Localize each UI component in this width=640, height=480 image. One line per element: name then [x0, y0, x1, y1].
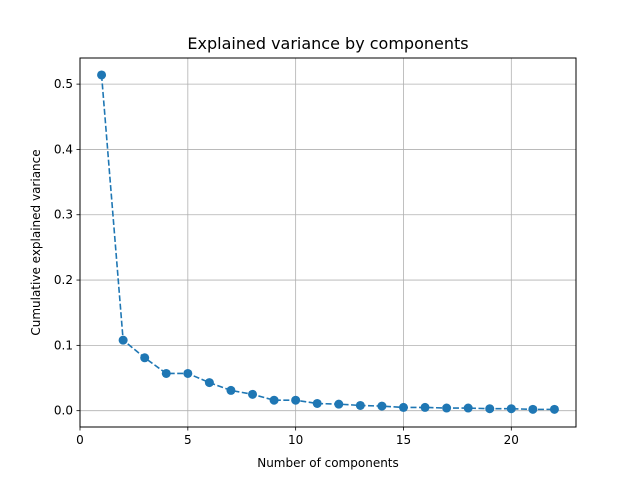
data-point — [183, 368, 193, 378]
data-point — [226, 385, 236, 395]
x-tick-label: 10 — [288, 433, 303, 447]
data-point — [355, 400, 365, 410]
data-point — [204, 378, 214, 388]
x-axis-label: Number of components — [257, 456, 399, 470]
data-point — [420, 402, 430, 412]
y-tick-label: 0.4 — [54, 142, 73, 156]
data-point — [528, 404, 538, 414]
data-point — [377, 401, 387, 411]
x-tick-label: 0 — [76, 433, 84, 447]
series-line — [100, 74, 555, 411]
axis-ticks: 0 5 10 15 20 0.0 0.1 0.2 0.3 0.4 0.5 — [54, 77, 519, 447]
data-point — [140, 353, 150, 363]
y-tick-label: 0.1 — [54, 338, 73, 352]
data-point — [161, 368, 171, 378]
chart-title: Explained variance by components — [187, 34, 468, 53]
data-point — [442, 403, 452, 413]
data-point — [312, 398, 322, 408]
data-point — [506, 404, 516, 414]
x-tick-label: 20 — [504, 433, 519, 447]
x-tick-label: 5 — [184, 433, 192, 447]
data-point — [485, 404, 495, 414]
y-tick-label: 0.2 — [54, 273, 73, 287]
y-tick-label: 0.5 — [54, 77, 73, 91]
data-point — [398, 402, 408, 412]
data-point — [118, 335, 128, 345]
data-point — [291, 395, 301, 405]
y-tick-label: 0.3 — [54, 208, 73, 222]
data-point — [549, 404, 559, 414]
x-tick-label: 15 — [396, 433, 411, 447]
series-explained-variance — [97, 70, 559, 414]
y-tick-label: 0.0 — [54, 404, 73, 418]
data-point — [248, 389, 258, 399]
data-point — [97, 70, 107, 80]
data-point — [269, 395, 279, 405]
data-point — [463, 403, 473, 413]
grid — [79, 58, 576, 427]
y-axis-label: Cumulative explained variance — [29, 149, 43, 335]
plot-frame — [79, 57, 577, 428]
data-point — [334, 399, 344, 409]
